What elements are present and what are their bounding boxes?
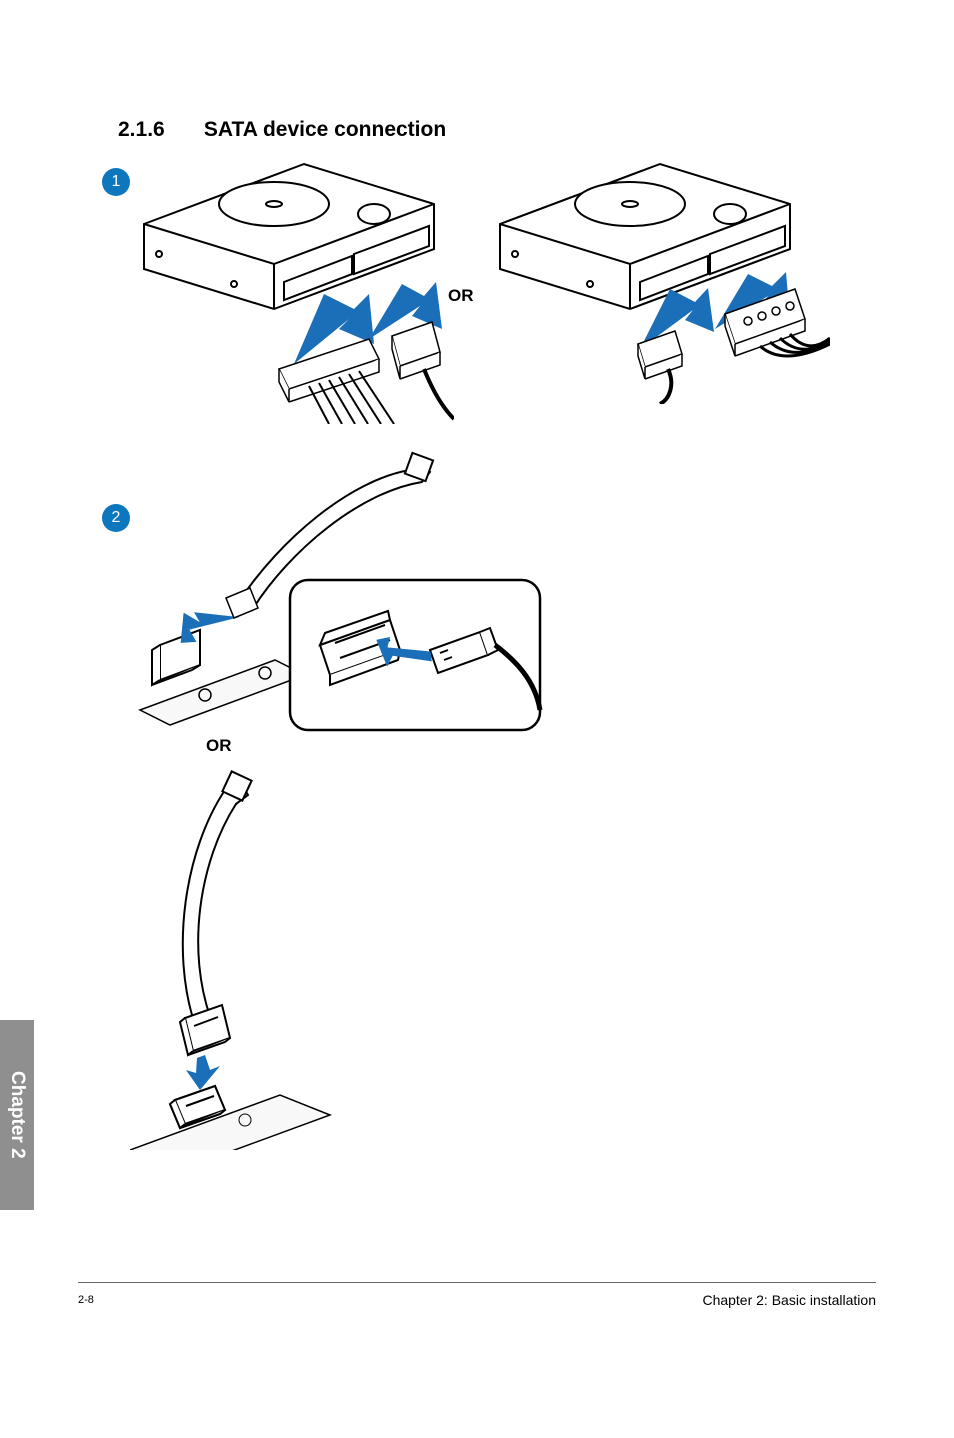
footer-page-number: 2-8 — [78, 1294, 94, 1306]
diagram-hdd-option-a — [124, 154, 454, 424]
chapter-tab-label: Chapter 2 — [6, 1071, 28, 1159]
heading-title: SATA device connection — [204, 118, 446, 141]
heading-number: 2.1.6 — [118, 118, 198, 142]
callout-badge-2: 2 — [102, 504, 130, 532]
chapter-tab: Chapter 2 — [0, 1020, 34, 1210]
manual-page: 2.1.6 SATA device connection 1 — [0, 0, 954, 1438]
diagram-hdd-option-b — [490, 154, 830, 404]
or-label-1: OR — [448, 286, 474, 306]
section-heading: 2.1.6 SATA device connection — [118, 118, 446, 142]
callout-number: 1 — [112, 173, 121, 191]
diagram-sata-horizontal — [130, 450, 550, 740]
callout-number: 2 — [112, 509, 121, 527]
or-label-2: OR — [206, 736, 232, 756]
footer-chapter-title: Chapter 2: Basic installation — [702, 1292, 876, 1308]
diagram-sata-vertical — [130, 770, 370, 1150]
footer-rule — [78, 1282, 876, 1283]
